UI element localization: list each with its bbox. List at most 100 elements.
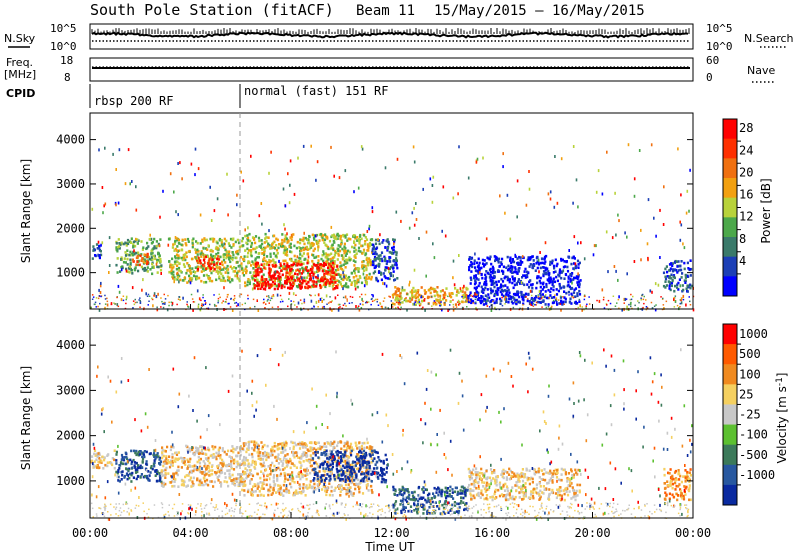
heatmap-cell: [310, 456, 313, 460]
heatmap-cell: [557, 299, 560, 301]
heatmap-cell: [273, 449, 276, 453]
heatmap-cell: [330, 485, 333, 489]
heatmap-cell: [139, 297, 141, 299]
heatmap-cell: [273, 484, 276, 487]
heatmap-cell: [362, 265, 366, 269]
heatmap-cell: [260, 487, 263, 490]
heatmap-cell: [202, 483, 205, 487]
heatmap-cell: [478, 269, 481, 272]
heatmap-cell: [482, 265, 486, 268]
heatmap-cell: [232, 468, 236, 471]
heatmap-cell: [509, 237, 512, 241]
heatmap-cell: [142, 475, 145, 479]
heatmap-cell: [544, 303, 547, 306]
heatmap-cell: [465, 298, 468, 302]
heatmap-cell: [228, 257, 231, 261]
heatmap-cell: [136, 468, 139, 471]
heatmap-cell: [96, 455, 99, 459]
heatmap-cell: [162, 481, 165, 485]
heatmap-cell: [156, 470, 159, 473]
heatmap-cell: [676, 283, 679, 286]
heatmap-cell: [248, 232, 251, 236]
heatmap-cell: [100, 243, 102, 247]
heatmap-cell: [222, 300, 224, 302]
heatmap-cell: [546, 267, 549, 270]
heatmap-cell: [647, 258, 649, 262]
heatmap-cell: [317, 447, 320, 451]
heatmap-cell: [664, 275, 667, 279]
heatmap-cell: [326, 487, 329, 490]
heatmap-cell: [433, 294, 436, 298]
heatmap-cell: [194, 173, 196, 177]
heatmap-cell: [173, 472, 176, 476]
heatmap-cell: [362, 458, 366, 461]
heatmap-cell: [542, 270, 546, 273]
heatmap-cell: [679, 264, 682, 268]
heatmap-cell: [145, 462, 148, 466]
heatmap-cell: [247, 462, 250, 465]
heatmap-cell: [257, 283, 260, 286]
heatmap-cell: [330, 301, 332, 303]
heatmap-cell: [337, 303, 340, 306]
heatmap-cell: [284, 227, 286, 231]
heatmap-cell: [143, 307, 145, 309]
heatmap-cell: [425, 274, 427, 278]
heatmap-cell: [299, 253, 302, 256]
heatmap-cell: [629, 302, 632, 306]
heatmap-cell: [150, 465, 153, 468]
heatmap-cell: [534, 298, 537, 302]
heatmap-cell: [461, 296, 463, 298]
heatmap-cell: [510, 264, 513, 268]
heatmap-cell: [413, 295, 416, 299]
heatmap-cell: [352, 475, 355, 478]
heatmap-cell: [339, 237, 342, 241]
heatmap-cell: [465, 296, 468, 300]
heatmap-cell: [259, 454, 262, 457]
heatmap-cell: [171, 263, 174, 267]
heatmap-cell: [246, 247, 249, 251]
heatmap-cell: [184, 276, 186, 280]
heatmap-cell: [308, 277, 311, 281]
heatmap-cell: [337, 254, 340, 257]
heatmap-cell: [130, 449, 133, 453]
heatmap-cell: [505, 291, 508, 294]
heatmap-cell: [509, 266, 512, 270]
heatmap-cell: [238, 480, 241, 483]
heatmap-cell: [268, 267, 271, 270]
heatmap-cell: [389, 271, 392, 275]
heatmap-cell: [271, 461, 274, 465]
heatmap-cell: [291, 462, 294, 466]
heatmap-cell: [181, 279, 184, 282]
heatmap-cell: [233, 266, 236, 269]
heatmap-cell: [333, 262, 336, 265]
heatmap-cell: [156, 453, 159, 457]
heatmap-cell: [173, 484, 176, 488]
heatmap-cell: [358, 267, 361, 270]
heatmap-cell: [513, 283, 516, 287]
heatmap-cell: [226, 254, 229, 257]
heatmap-cell: [665, 300, 668, 303]
heatmap-cell: [665, 265, 668, 268]
heatmap-cell: [286, 263, 289, 267]
heatmap-cell: [677, 147, 679, 151]
heatmap-cell: [486, 271, 489, 275]
heatmap-cell: [554, 258, 557, 262]
heatmap-cell: [535, 295, 538, 298]
heatmap-cell: [359, 303, 362, 305]
heatmap-cell: [552, 299, 555, 302]
heatmap-cell: [127, 468, 130, 472]
heatmap-cell: [251, 276, 254, 280]
heatmap-cell: [539, 289, 542, 293]
heatmap-cell: [238, 279, 241, 283]
heatmap-cell: [603, 296, 605, 299]
heatmap-cell: [256, 284, 259, 288]
heatmap-cell: [334, 296, 337, 300]
heatmap-cell: [565, 260, 568, 263]
y-tick-label: 4000: [56, 133, 85, 147]
heatmap-cell: [250, 264, 253, 267]
heatmap-cell: [558, 282, 561, 286]
heatmap-cell: [262, 273, 265, 277]
heatmap-cell: [512, 306, 515, 309]
heatmap-cell: [333, 241, 336, 244]
heatmap-cell: [191, 239, 194, 242]
